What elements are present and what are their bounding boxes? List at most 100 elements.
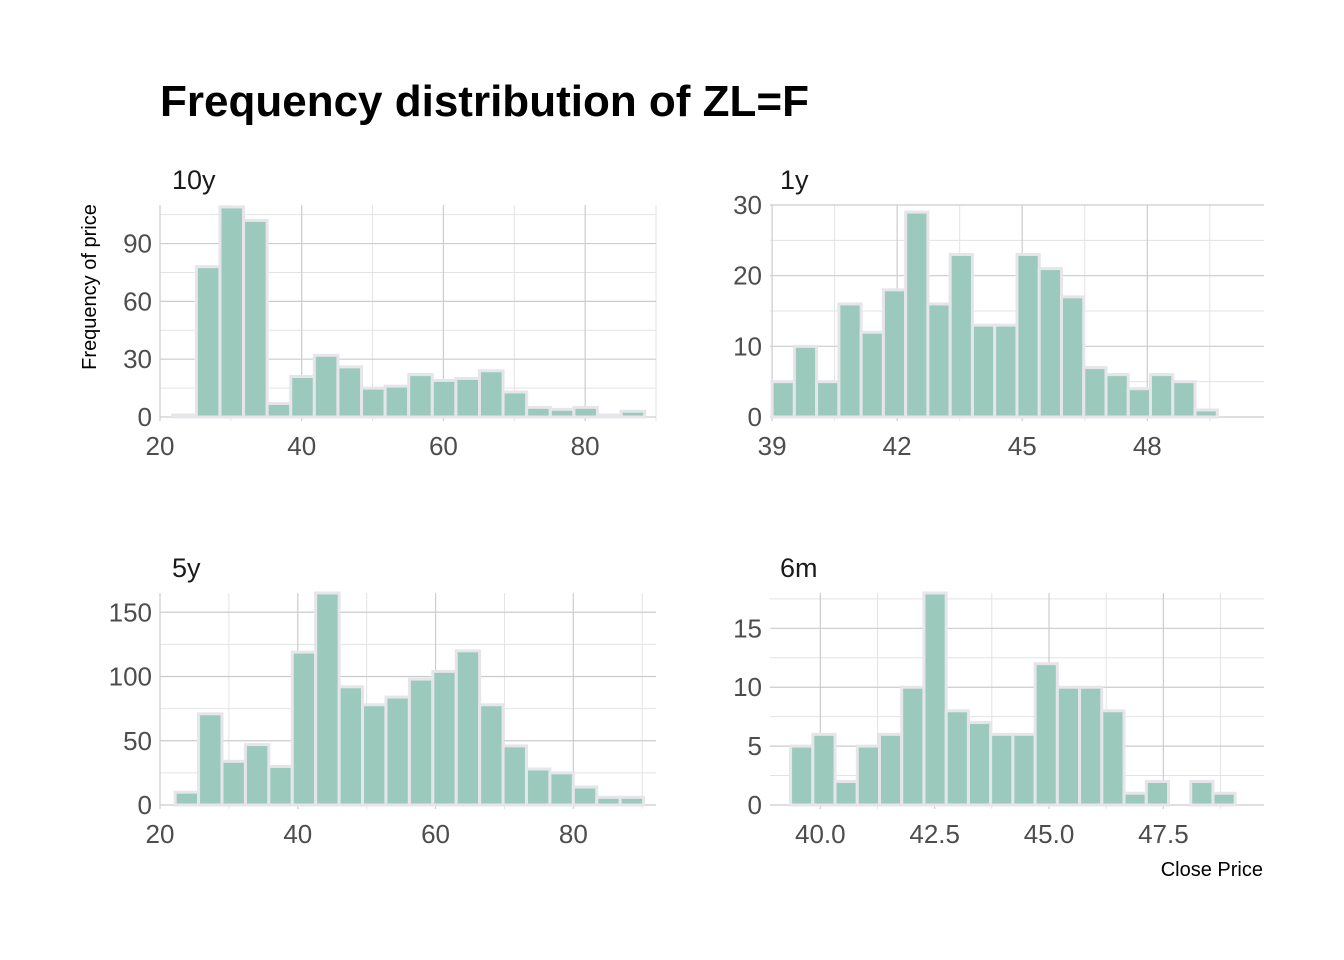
histogram-bar (1011, 732, 1037, 807)
y-tick-label: 0 (138, 402, 152, 432)
histogram-bar (383, 384, 411, 419)
histogram-bar (477, 369, 505, 419)
histogram-bar (595, 413, 623, 419)
histogram-bar (454, 376, 481, 419)
histogram-bar (1015, 252, 1041, 419)
histogram-bar (454, 649, 482, 807)
histogram-bar (267, 764, 294, 807)
histogram-bar (171, 413, 198, 419)
x-tick-label: 20 (146, 431, 175, 461)
histogram-bar (989, 732, 1015, 807)
histogram-bar (595, 795, 622, 807)
histogram-bar (855, 744, 882, 807)
x-tick-label: 48 (1133, 431, 1162, 461)
histogram-bar (242, 218, 269, 419)
histogram-bar (792, 344, 819, 419)
histogram-bar (1211, 791, 1237, 807)
histogram-bar (1144, 779, 1170, 807)
histogram-bar (993, 323, 1019, 419)
x-tick-label: 40 (287, 431, 316, 461)
x-tick-label: 60 (421, 819, 450, 849)
histogram-bar (1100, 709, 1126, 807)
y-axis-label: Frequency of price (79, 204, 101, 370)
histogram-bar (1104, 373, 1130, 419)
histogram-bar (501, 744, 528, 807)
x-axis-label: Close Price (1161, 859, 1263, 881)
histogram-bar (618, 795, 646, 807)
panel-5y: 0 50 100 150 20 40 60 80 5y (109, 553, 656, 849)
panel-1y: 0 10 20 30 39 42 45 48 1y (733, 165, 1264, 461)
histogram-bar (1078, 685, 1104, 807)
histogram-bar (430, 378, 458, 419)
histogram-bar (859, 330, 885, 419)
histogram-bar (407, 677, 435, 807)
histogram-bar (904, 210, 930, 419)
panel-10y: 0 30 60 90 20 40 60 80 10y (123, 165, 657, 461)
histogram-bar (525, 405, 552, 419)
panel-6m: 0 5 10 15 40.0 42.5 45.0 47.5 6m (733, 553, 1264, 849)
x-tick-label: 39 (758, 431, 787, 461)
histogram-bar (571, 785, 599, 807)
histogram-bar (524, 767, 552, 807)
histogram-bar (1033, 662, 1059, 807)
y-tick-label: 50 (123, 726, 152, 756)
histogram-bar (220, 759, 247, 807)
histogram-bar (336, 365, 364, 419)
histogram-bar (815, 380, 841, 419)
facet-label: 5y (172, 553, 201, 583)
histogram-bar (431, 669, 458, 807)
histogram-bar (944, 709, 970, 807)
histogram-bar (501, 390, 529, 419)
histogram-bar (548, 407, 576, 419)
histogram-bar (337, 685, 365, 807)
histogram-bar (197, 712, 224, 807)
histogram-bar (407, 373, 434, 419)
x-tick-label: 45 (1008, 431, 1037, 461)
x-tick-label: 20 (146, 819, 175, 849)
y-tick-label: 5 (748, 731, 762, 761)
histogram-bar (966, 721, 993, 807)
y-tick-label: 100 (109, 662, 152, 692)
histogram-bar (1059, 295, 1086, 419)
y-tick-label: 30 (733, 190, 762, 220)
histogram-bar (789, 744, 815, 807)
x-tick-label: 42.5 (909, 819, 960, 849)
y-tick-label: 0 (138, 790, 152, 820)
histogram-bar (1122, 791, 1148, 807)
histogram-bar (314, 591, 341, 807)
y-tick-label: 0 (748, 790, 762, 820)
y-tick-label: 10 (733, 331, 762, 361)
facet-label: 6m (780, 553, 818, 583)
histogram-bar (619, 409, 647, 419)
x-tick-label: 45.0 (1024, 819, 1075, 849)
histogram-bar (478, 703, 505, 807)
histogram-bar (265, 402, 293, 419)
histogram-bar (1171, 380, 1197, 419)
histogram-bar (1055, 685, 1082, 807)
y-tick-label: 60 (123, 286, 152, 316)
histogram-bar (572, 405, 599, 419)
x-tick-label: 60 (429, 431, 458, 461)
facet-label: 1y (780, 165, 809, 195)
figure-title: Frequency distribution of ZL=F (160, 77, 809, 126)
histogram-bar (173, 790, 201, 807)
histogram-bar (361, 703, 388, 807)
histogram-bar (384, 695, 411, 807)
y-tick-label: 20 (733, 261, 762, 291)
histogram-bar (926, 302, 952, 419)
histogram-bar (243, 743, 271, 807)
histogram-bar (811, 732, 837, 807)
histogram-bar (881, 288, 908, 419)
histogram-bar (970, 323, 997, 419)
histogram-bar (1149, 373, 1175, 419)
histogram-bar (1126, 387, 1153, 419)
histogram-bar (837, 302, 863, 419)
facet-label: 10y (172, 165, 216, 195)
histogram-bar (312, 353, 340, 419)
histogram-bar (1189, 779, 1215, 807)
histogram-bar (900, 685, 926, 807)
histogram-bar (194, 265, 222, 419)
histogram-bar (1082, 366, 1108, 419)
